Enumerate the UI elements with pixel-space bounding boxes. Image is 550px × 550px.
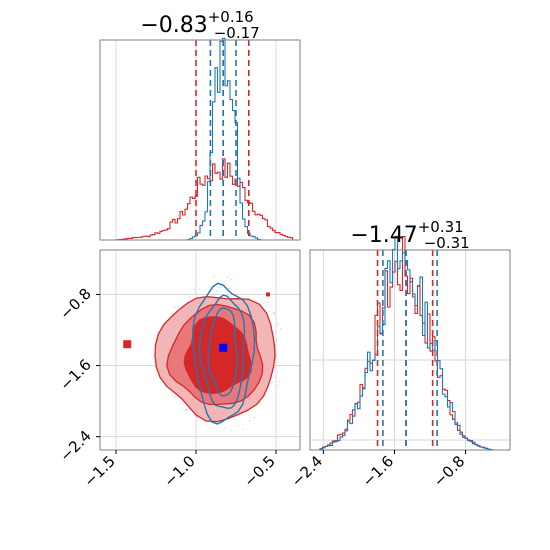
contour-blue-levels bbox=[192, 282, 256, 425]
histogram-x-background bbox=[100, 40, 300, 240]
histogram-x-title-sub: −0.17 bbox=[214, 24, 260, 42]
blue-contour-level-2 bbox=[207, 307, 238, 397]
scatter-point bbox=[174, 396, 177, 398]
scatter-point bbox=[264, 394, 267, 397]
histogram-y-title-sub: −0.31 bbox=[424, 234, 470, 252]
histogram-x-frame bbox=[99, 39, 301, 241]
scatter-point bbox=[216, 290, 218, 293]
scatter-point bbox=[237, 425, 239, 427]
scatter-point bbox=[231, 278, 233, 281]
red-truth-marker-1 bbox=[266, 292, 270, 297]
scatter-point bbox=[198, 288, 201, 291]
scatter-point bbox=[277, 385, 280, 387]
scatter-point bbox=[249, 419, 251, 422]
histogram-y-frame bbox=[309, 249, 511, 451]
histogram-y-title-main: −1.47 bbox=[350, 223, 417, 248]
scatter-point bbox=[228, 287, 230, 290]
scatter-point bbox=[217, 286, 220, 289]
histogram-blue-series bbox=[310, 235, 510, 451]
histogram-x-title-sup: +0.16 bbox=[208, 8, 254, 26]
scatter-point bbox=[185, 409, 187, 411]
scatter-point bbox=[267, 301, 269, 304]
histogram-y-title: −1.47+0.31 −0.31 bbox=[350, 218, 469, 252]
scatter-point bbox=[271, 381, 274, 384]
histogram-y-quantile-lines bbox=[376, 250, 438, 450]
scatter-point bbox=[220, 287, 222, 289]
scatter-point bbox=[275, 338, 278, 341]
scatter-point bbox=[171, 312, 173, 315]
scatter-point bbox=[174, 306, 176, 309]
contour-markers bbox=[123, 292, 270, 352]
scatter-point bbox=[253, 416, 255, 419]
blue-contour-level-0 bbox=[192, 282, 256, 425]
scatter-point bbox=[183, 293, 185, 296]
histogram-y-title-sup: +0.31 bbox=[418, 218, 464, 236]
histogram-red-series bbox=[100, 158, 300, 241]
histogram-y-series bbox=[310, 235, 510, 451]
histogram-panel-y: −2.4 −1.6 −0.8 −1.47+0.31 −0.31 bbox=[288, 218, 511, 491]
scatter-point bbox=[230, 429, 233, 432]
histogram-y-grid bbox=[310, 250, 510, 450]
scatter-point bbox=[278, 380, 281, 383]
scatter-point bbox=[242, 428, 244, 431]
scatter-point bbox=[279, 327, 282, 330]
scatter-point bbox=[268, 311, 270, 313]
contour-frame bbox=[99, 249, 301, 451]
scatter-point bbox=[193, 288, 196, 291]
histogram-x-title-main: −0.83 bbox=[140, 13, 207, 38]
scatter-point bbox=[212, 275, 215, 278]
scatter-point bbox=[272, 312, 275, 314]
scatter-point bbox=[195, 416, 198, 418]
scatter-point bbox=[274, 376, 276, 378]
scatter-point bbox=[219, 284, 222, 287]
scatter-point bbox=[226, 276, 229, 279]
scatter-point bbox=[259, 402, 261, 404]
histogram-x-title: −0.83+0.16 −0.17 bbox=[140, 8, 259, 42]
blue-contour-level-1 bbox=[198, 294, 246, 409]
scatter-point bbox=[241, 296, 244, 299]
scatter-point bbox=[188, 296, 191, 298]
histogram-panel-x: −0.83+0.16 −0.17 bbox=[99, 8, 301, 241]
blue-truth-marker bbox=[219, 343, 228, 352]
scatter-point bbox=[178, 305, 180, 308]
scatter-point bbox=[224, 427, 226, 429]
histogram-x-quantile-lines bbox=[195, 40, 250, 240]
contour-panel: −1.5 −1.0 −0.5 −0.8−1.6−2.4 bbox=[56, 249, 301, 491]
scatter-point bbox=[277, 323, 279, 326]
red-truth-marker-0 bbox=[123, 340, 132, 349]
